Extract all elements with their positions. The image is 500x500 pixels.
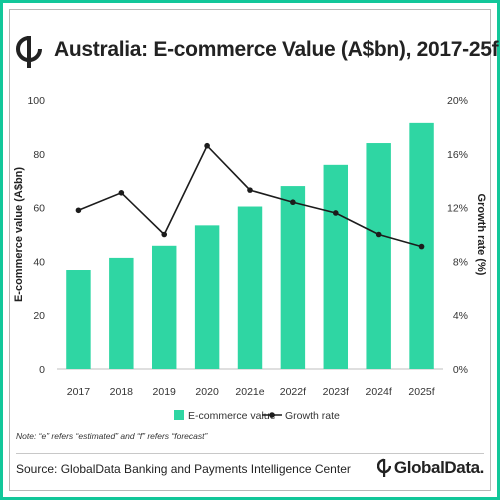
y-tick-label: 60 <box>33 203 45 215</box>
chart-title: Australia: E-commerce Value (A$bn), 2017… <box>54 38 499 61</box>
legend-bar-label: E-commerce value <box>188 410 276 422</box>
bar <box>323 164 349 369</box>
brand-logo: GlobalData. <box>376 458 484 478</box>
y-axis-title: E-commerce value (A$bn) <box>13 167 25 302</box>
brand-name: GlobalData. <box>393 458 484 477</box>
x-tick-label: 2023f <box>323 386 349 398</box>
growth-rate-point <box>204 142 210 149</box>
y-tick-label: 40 <box>33 256 45 268</box>
legend-bar-swatch <box>174 410 184 420</box>
x-tick-label: 2021e <box>235 386 264 398</box>
source-text: Source: GlobalData Banking and Payments … <box>16 462 351 476</box>
y2-tick-label: 0% <box>453 364 468 376</box>
bar <box>151 245 177 369</box>
growth-rate-point <box>75 207 82 214</box>
footnote: Note: “e” refers “estimated” and “f” ref… <box>16 431 208 441</box>
globaldata-logo-icon <box>16 36 42 68</box>
y2-tick-label: 8% <box>453 256 468 268</box>
growth-rate-point <box>418 243 425 250</box>
bar <box>280 186 306 369</box>
growth-rate-point <box>375 231 382 238</box>
y2-tick-label: 4% <box>453 310 468 322</box>
x-tick-label: 2022f <box>280 386 306 398</box>
y2-tick-label: 12% <box>447 203 468 215</box>
bar <box>194 225 220 369</box>
y-tick-label: 80 <box>33 149 45 161</box>
y2-tick-label: 16% <box>447 149 468 161</box>
y-tick-label: 100 <box>27 95 45 107</box>
y-tick-label: 0 <box>39 364 45 376</box>
bar <box>366 143 391 369</box>
bar <box>237 206 263 369</box>
growth-rate-point <box>290 199 296 206</box>
y2-tick-label: 20% <box>447 95 468 107</box>
growth-rate-point <box>247 187 253 193</box>
x-tick-label: 2025f <box>408 386 434 398</box>
legend-line-marker <box>269 412 275 418</box>
globaldata-brand-icon <box>376 458 391 477</box>
x-tick-label: 2019 <box>153 386 177 398</box>
x-tick-label: 2018 <box>110 386 134 398</box>
y-tick-label: 20 <box>33 310 45 322</box>
bar <box>109 257 134 369</box>
growth-rate-point <box>161 231 168 238</box>
x-tick-label: 2017 <box>67 386 91 398</box>
x-tick-label: 2024f <box>366 386 392 398</box>
footer-divider <box>16 453 484 454</box>
legend-line-label: Growth rate <box>285 410 340 422</box>
x-tick-label: 2020 <box>195 386 219 398</box>
growth-rate-point <box>332 210 339 216</box>
y2-axis-title: Growth rate (%) <box>475 194 487 276</box>
growth-rate-point <box>118 190 125 196</box>
bar <box>66 270 91 369</box>
